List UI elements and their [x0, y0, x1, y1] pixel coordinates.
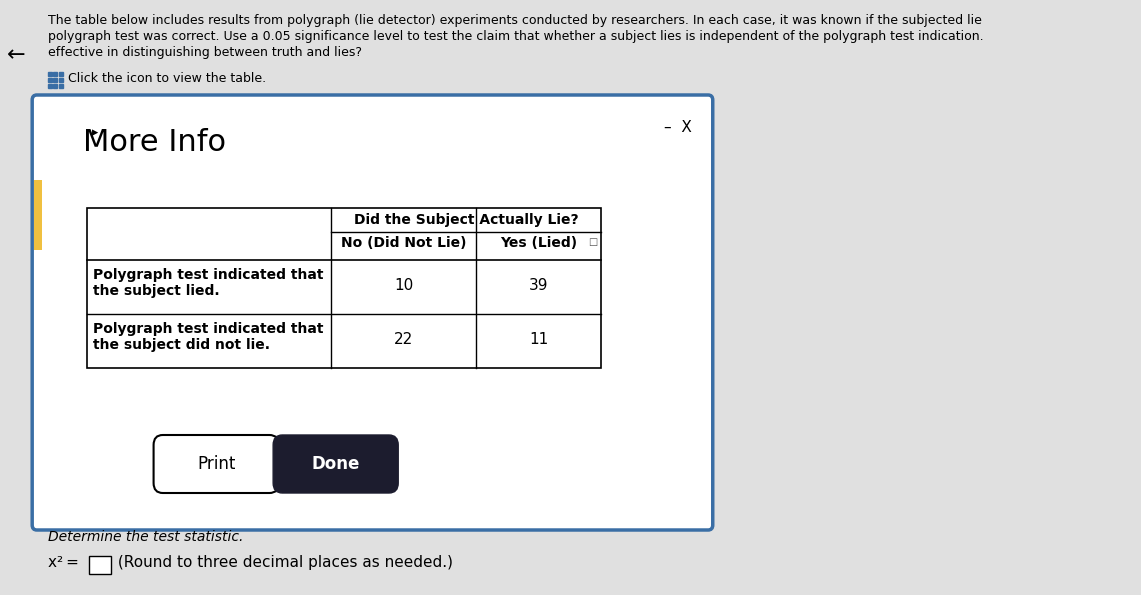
Text: polygraph test was correct. Use a 0.05 significance level to test the claim that: polygraph test was correct. Use a 0.05 s… — [48, 30, 984, 43]
Text: Yes (Lied): Yes (Lied) — [500, 236, 577, 250]
FancyBboxPatch shape — [32, 95, 713, 530]
Text: 11: 11 — [528, 332, 548, 347]
Bar — [48, 84, 51, 88]
Text: More Info: More Info — [83, 128, 226, 157]
Text: Polygraph test indicated that: Polygraph test indicated that — [92, 322, 323, 336]
Text: effective in distinguishing between truth and lies?: effective in distinguishing between trut… — [48, 46, 362, 59]
Text: Polygraph test indicated that: Polygraph test indicated that — [92, 268, 323, 282]
Text: 39: 39 — [528, 278, 548, 293]
Text: –  X: – X — [664, 120, 691, 135]
Bar — [88, 208, 600, 368]
Text: Print: Print — [197, 455, 235, 473]
Text: □: □ — [588, 237, 597, 247]
Text: 10: 10 — [394, 278, 413, 293]
Bar — [48, 72, 51, 76]
Bar — [54, 72, 57, 76]
Text: ←: ← — [7, 45, 26, 65]
Bar — [54, 78, 57, 82]
Text: Did the Subject Actually Lie?: Did the Subject Actually Lie? — [354, 213, 578, 227]
Bar — [54, 84, 57, 88]
Text: (Round to three decimal places as needed.): (Round to three decimal places as needed… — [113, 555, 453, 570]
Text: Done: Done — [311, 455, 359, 473]
Text: the subject lied.: the subject lied. — [92, 284, 219, 298]
FancyBboxPatch shape — [273, 435, 398, 493]
FancyBboxPatch shape — [154, 435, 278, 493]
Bar — [48, 78, 51, 82]
Text: Determine the test statistic.: Determine the test statistic. — [48, 530, 243, 544]
Bar — [34, 180, 42, 250]
Bar — [59, 72, 63, 76]
Text: The table below includes results from polygraph (lie detector) experiments condu: The table below includes results from po… — [48, 14, 981, 27]
Text: the subject did not lie.: the subject did not lie. — [92, 338, 270, 352]
Text: Click the icon to view the table.: Click the icon to view the table. — [68, 71, 266, 84]
Bar — [59, 78, 63, 82]
Bar — [89, 556, 112, 574]
Text: No (Did Not Lie): No (Did Not Lie) — [341, 236, 467, 250]
Text: x² =: x² = — [48, 555, 82, 570]
Text: 22: 22 — [394, 332, 413, 347]
Text: ▸: ▸ — [92, 126, 98, 139]
Bar — [59, 84, 63, 88]
